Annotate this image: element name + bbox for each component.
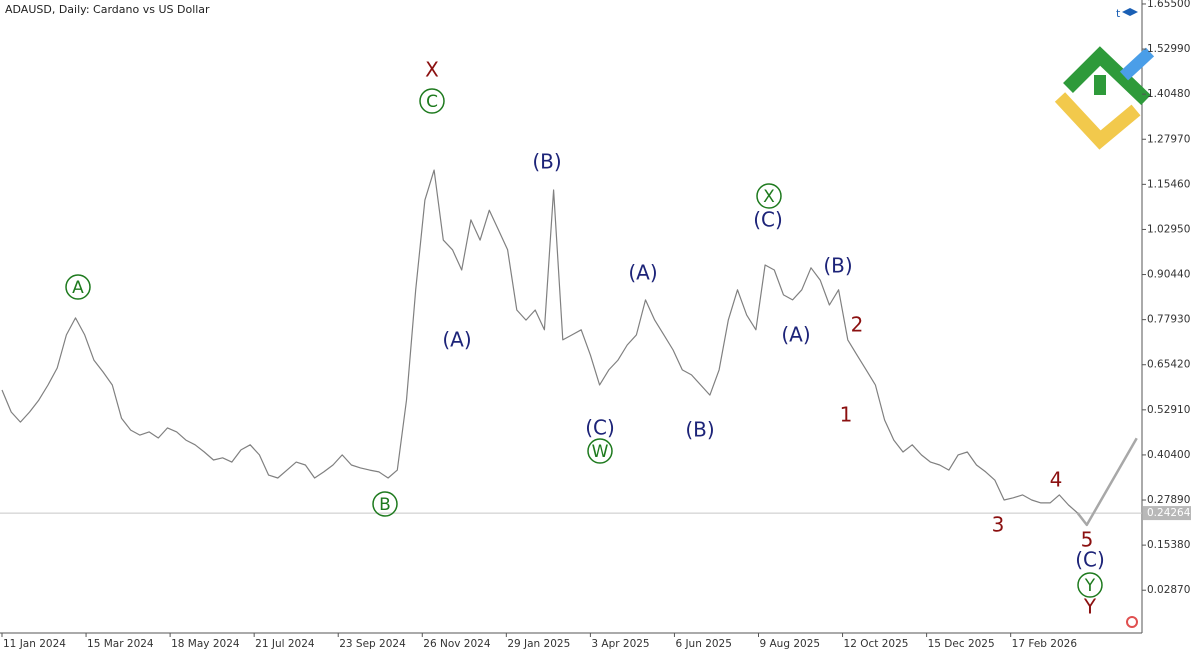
x-tick-label: 15 Dec 2025	[928, 638, 995, 650]
wave-label: 2	[851, 313, 864, 337]
y-tick-label: 0.77930	[1147, 314, 1190, 326]
wave-label: (A)	[442, 328, 471, 352]
wave-label: C	[426, 92, 438, 112]
x-tick-label: 9 Aug 2025	[759, 638, 820, 650]
y-tick-label: 0.90440	[1147, 269, 1190, 281]
logo-yellow	[1054, 92, 1141, 150]
logo-blue	[1119, 47, 1155, 81]
wave-label: (B)	[685, 418, 714, 442]
wave-circle	[65, 274, 91, 300]
logo-green	[1063, 46, 1151, 106]
icon-letter: t	[1116, 7, 1121, 20]
y-tick-label: 1.40480	[1147, 88, 1190, 100]
x-tick-label: 29 Jan 2025	[507, 638, 570, 650]
wave-circle	[1077, 572, 1103, 598]
y-tick-label: 0.65420	[1147, 359, 1190, 371]
y-tick-label: 1.02950	[1147, 223, 1190, 235]
wave-label: W	[592, 442, 609, 462]
wave-label: (B)	[823, 254, 852, 278]
platform-icon: t	[1116, 7, 1138, 20]
x-tick-label: 21 Jul 2024	[255, 638, 315, 650]
x-tick-label: 23 Sep 2024	[339, 638, 406, 650]
status-indicator	[1126, 616, 1138, 628]
wave-label: (C)	[585, 416, 615, 440]
x-tick-label: 15 Mar 2024	[87, 638, 154, 650]
wave-label: X	[763, 187, 775, 207]
forecast-line	[1076, 437, 1138, 527]
y-tick-label: 1.15460	[1147, 178, 1190, 190]
wave-label: (A)	[781, 323, 810, 347]
x-tick-label: 11 Jan 2024	[3, 638, 66, 650]
chart-title: ADAUSD, Daily: Cardano vs US Dollar	[5, 3, 210, 16]
x-tick-label: 6 Jun 2025	[675, 638, 731, 650]
wave-label: X	[425, 58, 439, 82]
x-tick-label: 17 Feb 2026	[1012, 638, 1078, 650]
wave-label: Y	[1083, 595, 1097, 619]
wave-label: (B)	[532, 150, 561, 174]
x-tick-label: 3 Apr 2025	[591, 638, 649, 650]
wave-label: B	[379, 495, 391, 515]
wave-label: 4	[1050, 468, 1063, 492]
wave-label: A	[72, 278, 84, 298]
logo	[1054, 46, 1155, 150]
current-price-box	[1143, 506, 1191, 521]
x-tick-label: 12 Oct 2025	[844, 638, 909, 650]
y-tick-label: 1.52990	[1147, 43, 1190, 55]
icon-cap	[1122, 8, 1138, 16]
wave-label: 1	[840, 403, 853, 427]
y-tick-label: 0.27890	[1147, 494, 1190, 506]
y-tick-label: 1.65500	[1147, 0, 1190, 10]
y-tick-label: 0.52910	[1147, 404, 1190, 416]
wave-label: Y	[1084, 576, 1096, 596]
wave-label: (C)	[753, 208, 783, 232]
x-tick-label: 18 May 2024	[171, 638, 240, 650]
wave-label: 5	[1081, 528, 1094, 552]
wave-label: 3	[992, 513, 1005, 537]
wave-label: (C)	[1075, 548, 1105, 572]
y-tick-label: 1.27970	[1147, 133, 1190, 145]
y-tick-label: 0.40400	[1147, 449, 1190, 461]
current-price-label: 0.24264	[1147, 507, 1191, 519]
wave-label: (A)	[628, 261, 657, 285]
wave-circle	[372, 491, 398, 517]
wave-circle	[419, 88, 445, 114]
x-tick-label: 26 Nov 2024	[423, 638, 491, 650]
price-line	[1, 169, 1078, 514]
wave-circle	[587, 438, 613, 464]
wave-circle	[756, 183, 782, 209]
y-tick-label: 0.15380	[1147, 539, 1190, 551]
y-tick-label: 0.02870	[1147, 584, 1190, 596]
